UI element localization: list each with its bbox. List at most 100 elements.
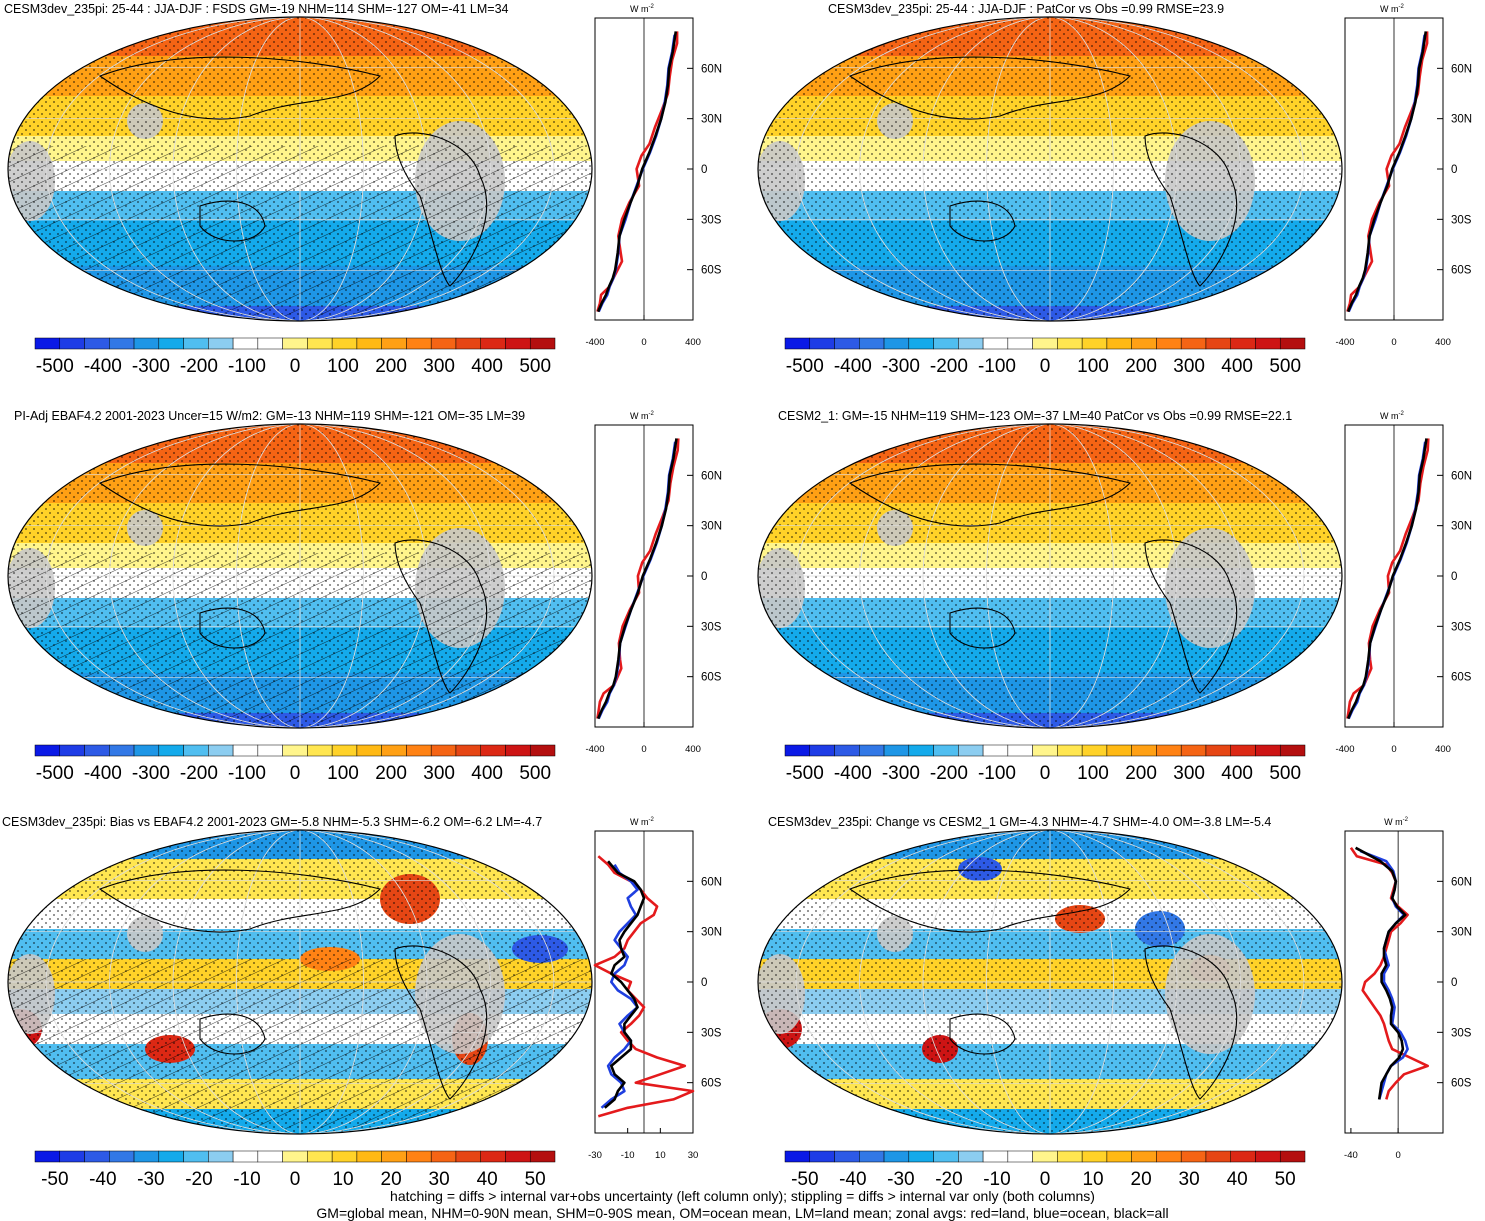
coastline <box>199 607 266 649</box>
colorbar-swatch <box>158 744 184 757</box>
graticule-line <box>172 830 428 1134</box>
colorbar-swatch <box>1156 337 1182 350</box>
colorbar-swatch <box>908 337 934 350</box>
map-plot <box>757 829 1343 1135</box>
zonal-xtick-label: 0 <box>641 744 646 755</box>
colorbar-swatch <box>109 744 135 757</box>
zonal-series-line <box>603 860 646 1109</box>
graticule-line <box>45 830 555 1134</box>
coastline <box>848 463 1132 527</box>
zonal-xtick-label: 0 <box>1391 337 1396 348</box>
zonal-ytick-label: 60N <box>1451 470 1472 482</box>
panel-title: CESM2_1: GM=-15 NHM=119 SHM=-123 OM=-37 … <box>778 409 1293 423</box>
zonal-ytick-label: 0 <box>1451 571 1457 583</box>
colorbar-tick-label: -200 <box>180 356 218 377</box>
zonal-ytick-label: 30N <box>701 927 722 939</box>
colorbar-swatch <box>430 744 457 757</box>
colorbar-swatch <box>109 1150 135 1163</box>
colorbar-tick-label: -200 <box>180 763 218 784</box>
colorbar-swatch <box>34 1150 61 1163</box>
colorbar-swatch <box>908 1150 934 1163</box>
colorbar-swatch <box>1007 337 1033 350</box>
zonal-ytick-label: 30S <box>1451 621 1472 633</box>
colorbar-tick-label: 300 <box>423 356 455 377</box>
colorbar-tick-label: -300 <box>132 356 170 377</box>
colorbar-tick-label: 40 <box>1227 1169 1248 1190</box>
colorbar-swatch <box>455 744 481 757</box>
coastline <box>394 945 488 1100</box>
zonal-mean-plot: W m-2 60N 30N 0 30S 60S -400 0 400 <box>1335 411 1472 755</box>
colorbar-swatch <box>480 1150 506 1163</box>
colorbar-swatch <box>809 744 835 757</box>
zonal-series-line <box>593 855 695 1118</box>
colorbar-swatch <box>183 1150 209 1163</box>
map-plot <box>757 423 1343 729</box>
zonal-ytick-label: 30N <box>1451 114 1472 126</box>
colorbar-swatch <box>109 337 135 350</box>
colorbar-tick-label: -400 <box>84 356 122 377</box>
colorbar-swatch <box>1255 1150 1281 1163</box>
colorbar: -500 -400 -300 -200 -100 0 100 200 300 400 500 <box>784 337 1306 377</box>
colorbar-tick-label: 200 <box>1125 763 1157 784</box>
colorbar-tick-label: 200 <box>375 356 407 377</box>
zonal-ytick-label: 60N <box>1451 876 1472 888</box>
colorbar-swatch <box>529 744 556 757</box>
zonal-ytick-label: 0 <box>701 164 707 176</box>
zonal-xtick-label: -400 <box>585 337 604 348</box>
zonal-ytick-label: 60S <box>1451 265 1472 277</box>
colorbar-swatch <box>1255 337 1281 350</box>
zonal-units-label: W m-2 <box>630 4 654 14</box>
colorbar-tick-label: -300 <box>882 763 920 784</box>
colorbar-swatch <box>232 337 259 350</box>
colorbar-swatch <box>356 337 382 350</box>
colorbar-tick-label: -300 <box>132 763 170 784</box>
coastline <box>848 869 1132 933</box>
colorbar-swatch <box>381 744 407 757</box>
colorbar-swatch <box>480 744 506 757</box>
map-plot <box>7 423 593 729</box>
colorbar-swatch <box>1205 1150 1231 1163</box>
zonal-series-line <box>1349 847 1429 1100</box>
colorbar-tick-label: 0 <box>290 763 301 784</box>
coastline <box>199 1013 266 1055</box>
colorbar-swatch <box>59 744 85 757</box>
colorbar-tick-label: 400 <box>1221 763 1253 784</box>
coastline <box>1144 132 1238 287</box>
colorbar-tick-label: -30 <box>137 1169 164 1190</box>
colorbar-swatch <box>133 1150 160 1163</box>
colorbar-swatch <box>307 1150 333 1163</box>
graticule-line <box>922 17 1178 321</box>
colorbar-swatch <box>307 744 333 757</box>
colorbar-tick-label: 500 <box>519 356 551 377</box>
zonal-ytick-label: 60N <box>1451 63 1472 75</box>
coastline <box>98 56 382 120</box>
coastline <box>1144 945 1238 1100</box>
colorbar-tick-label: -100 <box>978 763 1016 784</box>
zonal-mean-plot: W m-2 60N 30N 0 30S 60S -30 -10 10 30 <box>588 817 722 1161</box>
graticule-line <box>172 17 428 321</box>
colorbar-swatch <box>257 1150 283 1163</box>
colorbar-swatch <box>1279 744 1306 757</box>
zonal-series-line <box>596 438 678 720</box>
map-outline <box>7 829 593 1135</box>
colorbar-swatch <box>183 337 209 350</box>
map-plot <box>7 829 593 1135</box>
zonal-xtick-label: 0 <box>641 337 646 348</box>
graticule-line <box>922 830 1178 1134</box>
colorbar-swatch <box>933 744 959 757</box>
map-outline <box>757 423 1343 729</box>
colorbar-swatch <box>1106 1150 1132 1163</box>
zonal-series-line <box>596 31 679 312</box>
colorbar: -50 -40 -30 -20 -10 0 10 20 30 40 50 <box>34 1150 556 1190</box>
colorbar-tick-label: -50 <box>791 1169 818 1190</box>
colorbar-tick-label: 400 <box>1221 356 1253 377</box>
colorbar-tick-label: -100 <box>978 356 1016 377</box>
graticule-line <box>859 424 1241 728</box>
colorbar-swatch <box>480 337 506 350</box>
colorbar-tick-label: -50 <box>41 1169 68 1190</box>
zonal-xtick-label: -40 <box>1344 1150 1358 1161</box>
colorbar-swatch <box>455 1150 481 1163</box>
colorbar-swatch <box>1205 744 1231 757</box>
colorbar-swatch <box>84 1150 110 1163</box>
zonal-ytick-label: 30N <box>1451 521 1472 533</box>
